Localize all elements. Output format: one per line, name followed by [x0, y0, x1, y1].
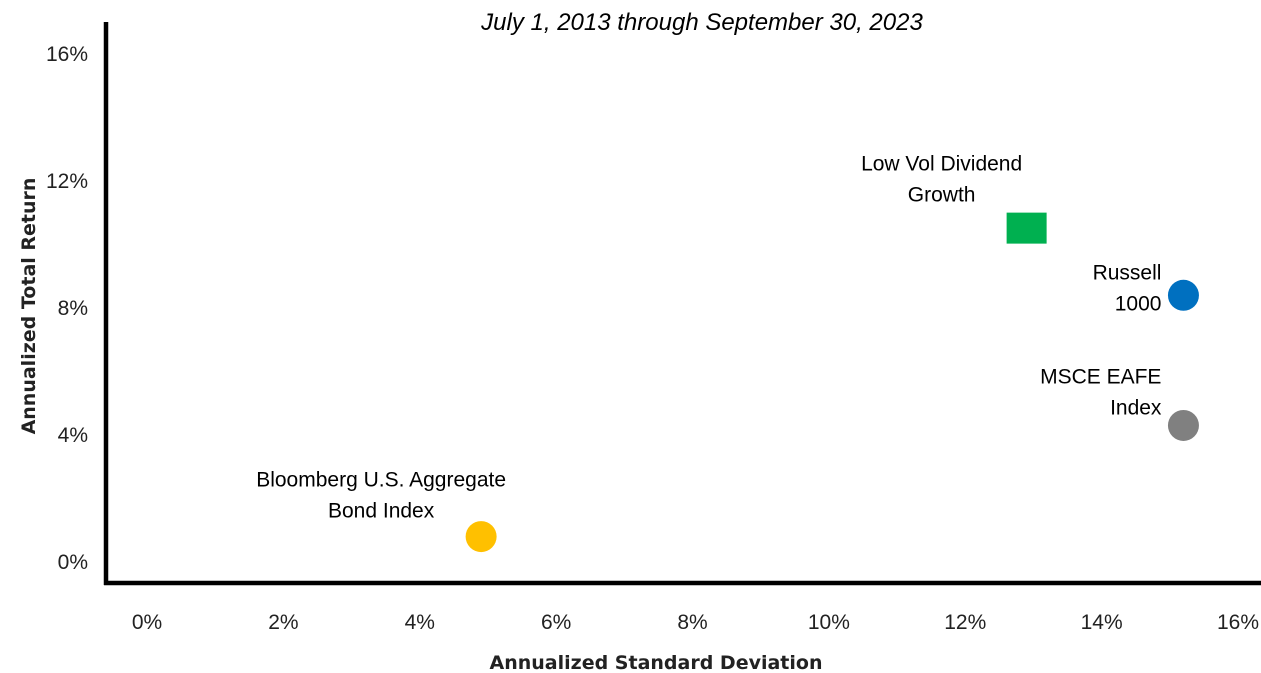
- data-point-label: Bloomberg U.S. Aggregate: [256, 469, 506, 492]
- y-tick-label: 8%: [58, 297, 88, 320]
- data-point-circle: [465, 521, 497, 553]
- y-tick-labels: 0% 4% 8% 12% 16%: [46, 43, 88, 574]
- chart-subtitle: July 1, 2013 through September 30, 2023: [480, 9, 923, 36]
- x-tick-label: 6%: [541, 611, 571, 634]
- data-point-circle: [1167, 279, 1199, 311]
- y-axis-title: Annualized Total Return: [18, 178, 40, 435]
- y-tick-label: 16%: [46, 43, 88, 66]
- data-point-circle: [1167, 409, 1199, 441]
- data-point-label: Growth: [908, 184, 976, 207]
- x-tick-label: 2%: [268, 611, 298, 634]
- data-point-square: [1006, 212, 1047, 244]
- x-tick-label: 16%: [1217, 611, 1259, 634]
- y-tick-label: 12%: [46, 170, 88, 193]
- data-point-label: Index: [1110, 396, 1162, 419]
- x-tick-label: 4%: [405, 611, 435, 634]
- y-tick-label: 0%: [58, 551, 88, 574]
- data-points: Low Vol Dividend Growth Russell 1000 MSCE EA…: [256, 153, 1199, 553]
- data-point-group: Low Vol Dividend Growth: [861, 153, 1047, 244]
- x-tick-labels: 0% 2% 4% 6% 8% 10% 12% 14% 16%: [132, 611, 1259, 634]
- x-axis-title: Annualized Standard Deviation: [490, 652, 823, 673]
- x-tick-label: 8%: [677, 611, 707, 634]
- data-point-label: Bond Index: [328, 500, 435, 523]
- data-point-label: Russell: [1093, 261, 1162, 284]
- y-tick-label: 4%: [58, 424, 88, 447]
- x-tick-label: 12%: [944, 611, 986, 634]
- data-point-label: 1000: [1115, 292, 1162, 315]
- data-point-label: Low Vol Dividend: [861, 153, 1022, 176]
- data-point-group: MSCE EAFE Index: [1040, 365, 1199, 441]
- data-point-group: Russell 1000: [1093, 261, 1199, 315]
- x-tick-label: 0%: [132, 611, 162, 634]
- axes: [103, 22, 1261, 586]
- x-tick-label: 14%: [1081, 611, 1123, 634]
- data-point-label: MSCE EAFE: [1040, 365, 1161, 388]
- x-tick-label: 10%: [808, 611, 850, 634]
- data-point-group: Bloomberg U.S. Aggregate Bond Index: [256, 469, 506, 553]
